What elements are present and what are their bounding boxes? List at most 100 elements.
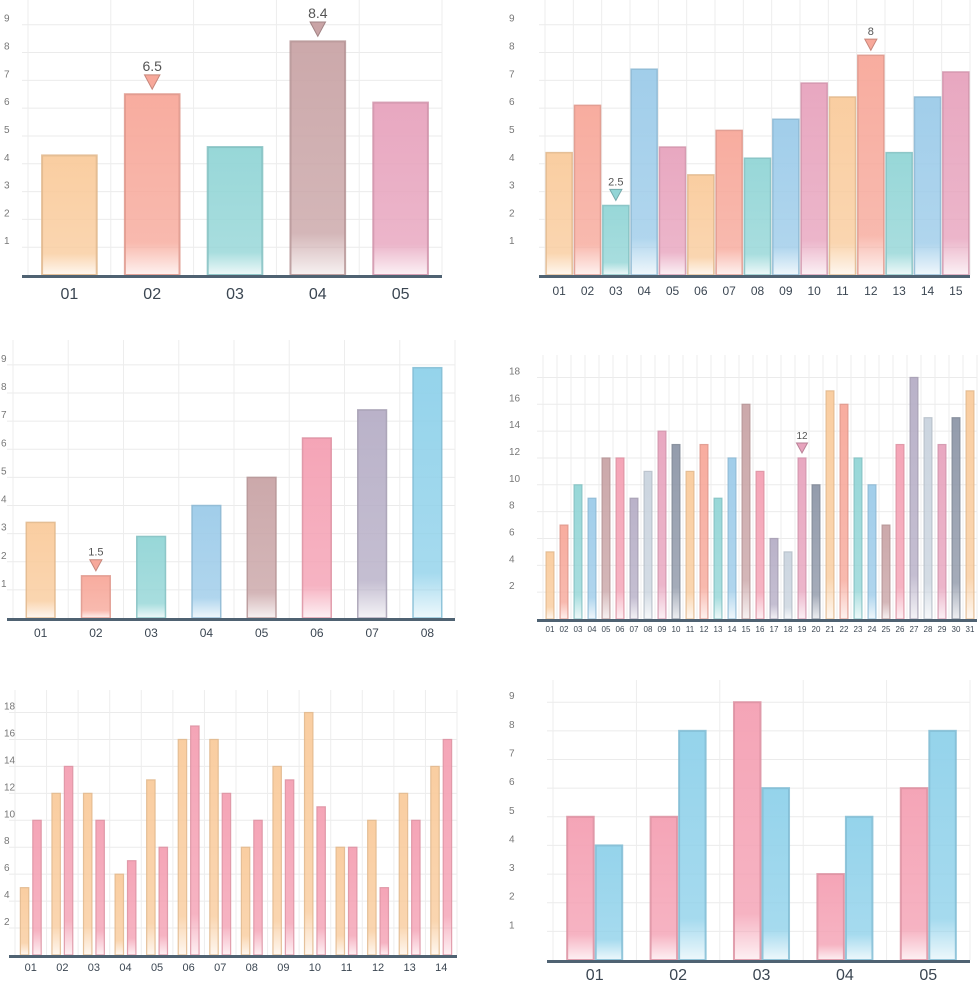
y-tick-label: 3 (1, 523, 7, 534)
bar (965, 390, 975, 620)
bar (772, 118, 800, 276)
grid (22, 0, 443, 275)
x-tick-label: 04 (309, 286, 327, 303)
y-tick-label: 4 (509, 153, 515, 164)
bar (797, 457, 807, 620)
bar (601, 457, 611, 620)
x-tick-label: 10 (672, 625, 681, 634)
y-tick-label: 5 (509, 806, 515, 817)
y-tick-label: 4 (509, 554, 515, 565)
x-tick-label: 07 (722, 284, 736, 298)
x-tick-label: 10 (309, 962, 321, 974)
x-tick-label: 30 (952, 625, 961, 634)
y-tick-label: 6 (509, 527, 515, 538)
x-tick-label: 28 (924, 625, 933, 634)
y-tick-label: 6 (1, 438, 7, 449)
x-tick-label: 04 (200, 626, 214, 640)
x-tick-label: 03 (753, 967, 771, 980)
x-tick-label: 02 (56, 962, 68, 974)
x-tick-label: 26 (896, 625, 905, 634)
bar (221, 792, 232, 956)
x-tick-label: 25 (882, 625, 891, 634)
x-tick-label: 14 (921, 284, 935, 298)
x-tick-label: 07 (214, 962, 226, 974)
annotation-label: 12 (796, 431, 808, 442)
bar (284, 779, 295, 956)
bar (630, 68, 658, 276)
chart-panel-2: 1 2 3 4 5 6 7 8 9 2.5 8 01 02 03 04 05 06 07 08 09 10 11 12 13 1… (505, 0, 979, 320)
bar (573, 484, 583, 620)
x-tick-label: 02 (581, 284, 595, 298)
bar (715, 129, 743, 276)
x-tick-label: 04 (119, 962, 131, 974)
x-tick-label: 06 (616, 625, 625, 634)
x-tick-label: 07 (630, 625, 639, 634)
bar (136, 535, 167, 619)
x-tick-label: 01 (61, 286, 79, 303)
x-tick-label: 11 (686, 625, 695, 634)
annotation-label: 1.5 (88, 547, 103, 559)
y-tick-label: 8 (509, 720, 515, 731)
bar (272, 765, 282, 956)
bar (19, 887, 30, 956)
y-tick-label: 7 (509, 69, 515, 80)
x-axis-baseline (7, 618, 455, 621)
bar (909, 376, 919, 620)
x-tick-label: 01 (586, 967, 604, 980)
y-tick-label: 10 (509, 474, 521, 485)
chart-5: 2 4 6 8 10 12 14 16 18 01 02 03 04 05 06 07 08 09 10 11 12 13… (4, 690, 458, 974)
bar (545, 551, 555, 620)
bar (398, 792, 409, 956)
bar (643, 470, 653, 620)
bar (146, 779, 156, 956)
x-tick-label: 05 (151, 962, 163, 974)
chart-3: 1 2 3 4 5 6 7 8 9 1.5 01 02 03 04 05 06 07 08 (1, 340, 456, 640)
bar (367, 819, 377, 956)
x-tick-label: 04 (588, 625, 597, 634)
x-tick-label: 05 (255, 626, 269, 640)
bar (347, 846, 358, 956)
bar (412, 366, 443, 619)
x-tick-label: 16 (756, 625, 765, 634)
annotation-marker (863, 38, 878, 52)
chart-panel-4: 2 4 6 8 10 12 14 16 18 12 01 02 03 04 05 06 07 08 09 10 11 12… (505, 355, 979, 650)
x-axis-baseline (537, 619, 977, 622)
bar (885, 151, 913, 276)
y-tick-label: 3 (509, 863, 515, 874)
x-tick-label: 15 (742, 625, 751, 634)
bar (685, 470, 695, 620)
x-tick-label: 01 (552, 284, 566, 298)
bar (649, 815, 679, 961)
x-tick-label: 22 (840, 625, 849, 634)
x-tick-label: 04 (637, 284, 651, 298)
x-tick-label: 31 (966, 625, 975, 634)
bar (63, 765, 74, 956)
bar (844, 815, 874, 961)
bar (615, 457, 625, 620)
x-tick-label: 05 (919, 967, 937, 980)
bar (769, 537, 779, 620)
chart-panel-5: 2 4 6 8 10 12 14 16 18 01 02 03 04 05 06 07 08 09 10 11 12 13… (0, 690, 470, 980)
annotation-label: 6.5 (142, 58, 162, 74)
chart-panel-1: 1 2 3 4 5 6 7 8 9 6.5 8.4 01 02 03 04 05 (0, 0, 470, 320)
bar (430, 765, 440, 956)
bar (937, 443, 947, 620)
x-tick-label: 02 (143, 286, 161, 303)
y-tick-label: 4 (4, 890, 10, 901)
x-tick-label: 05 (666, 284, 680, 298)
bar (32, 819, 42, 956)
bar (727, 457, 737, 620)
x-tick-label: 03 (574, 625, 583, 634)
bar (928, 729, 957, 962)
y-tick-label: 3 (4, 181, 10, 192)
bar (289, 40, 347, 276)
x-tick-label: 02 (669, 967, 687, 980)
bar (867, 484, 877, 620)
x-tick-label: 06 (310, 626, 324, 640)
bar (816, 873, 845, 961)
x-tick-label: 19 (798, 625, 807, 634)
y-tick-label: 6 (509, 777, 515, 788)
y-tick-label: 14 (4, 755, 16, 766)
bar (743, 157, 772, 276)
